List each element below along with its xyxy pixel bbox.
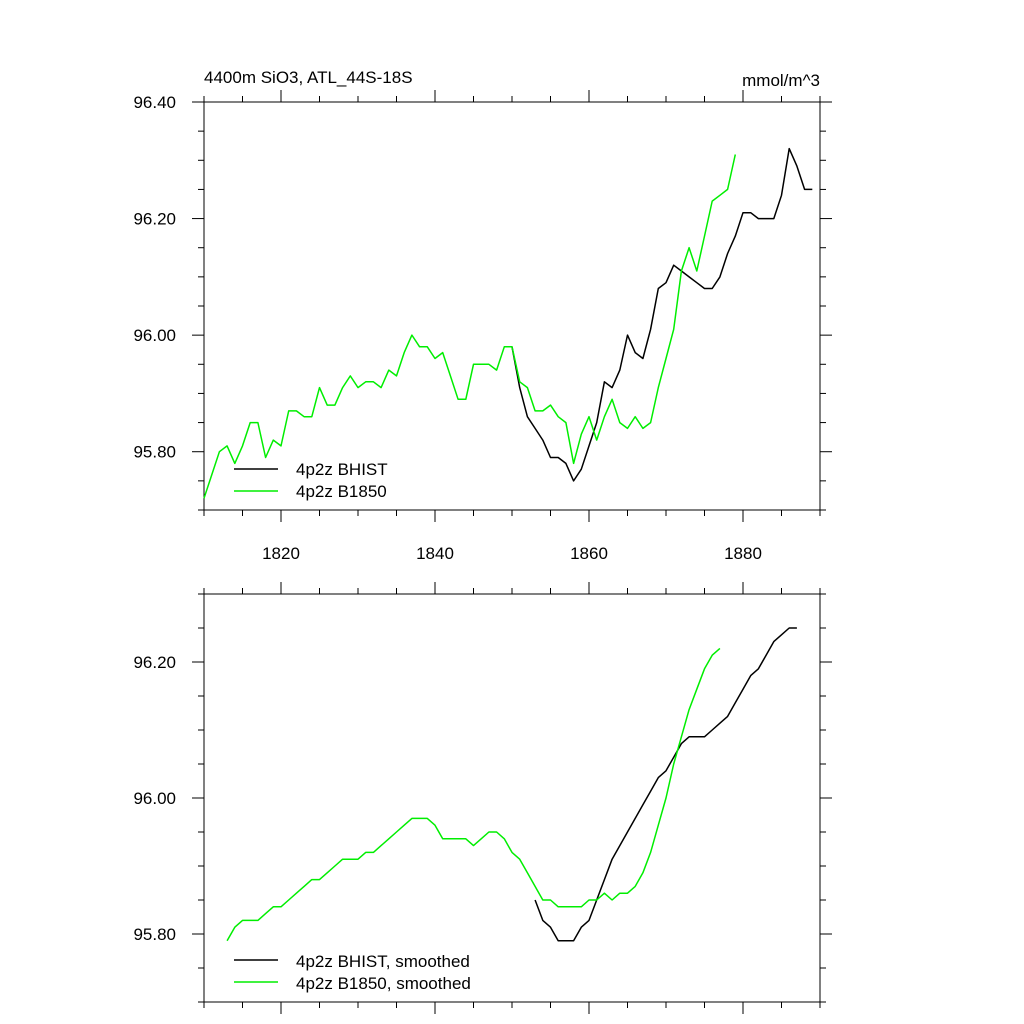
x-tick-label: 1820 (262, 544, 300, 563)
units-label: mmol/m^3 (742, 71, 820, 90)
series-line (534, 627, 797, 942)
y-tick-label: 95.80 (133, 925, 176, 944)
y-tick-label: 95.80 (133, 443, 176, 462)
series-line (203, 154, 737, 499)
legend-label-b1850-smoothed: 4p2z B1850, smoothed (296, 974, 471, 993)
legend-label-bhist-smoothed: 4p2z BHIST, smoothed (296, 952, 470, 971)
legend: 4p2z BHIST 4p2z B1850 (234, 460, 388, 501)
legend: 4p2z BHIST, smoothed 4p2z B1850, smoothe… (234, 952, 471, 993)
plot-frame (203, 101, 821, 511)
plot-area (226, 627, 797, 942)
chart-title: 4400m SiO3, ATL_44S-18S (204, 68, 413, 87)
y-tick-label: 96.00 (133, 789, 176, 808)
y-tick-label: 96.00 (133, 326, 176, 345)
legend-label-bhist: 4p2z BHIST (296, 460, 388, 479)
series-line (511, 147, 813, 482)
y-tick-label: 96.20 (133, 653, 176, 672)
x-tick-label: 1840 (416, 544, 454, 563)
axis-ticks: 1820 1840 1860 1880 95.80 96.00 96.20 96.40 (133, 90, 832, 563)
x-tick-label: 1880 (724, 544, 762, 563)
axis-ticks: 95.80 96.00 96.20 (133, 582, 832, 1014)
plot-frame (203, 593, 821, 1003)
y-tick-label: 96.40 (133, 93, 176, 112)
top-panel: 4400m SiO3, ATL_44S-18S mmol/m^3 1820 184… (133, 68, 832, 563)
legend-label-b1850: 4p2z B1850 (296, 482, 387, 501)
plot-area (203, 147, 813, 499)
series-line (226, 647, 721, 942)
x-tick-label: 1860 (570, 544, 608, 563)
bottom-panel: 95.80 96.00 96.20 4p2z BHIST, smoothed 4p2… (133, 582, 832, 1014)
y-tick-label: 96.20 (133, 210, 176, 229)
